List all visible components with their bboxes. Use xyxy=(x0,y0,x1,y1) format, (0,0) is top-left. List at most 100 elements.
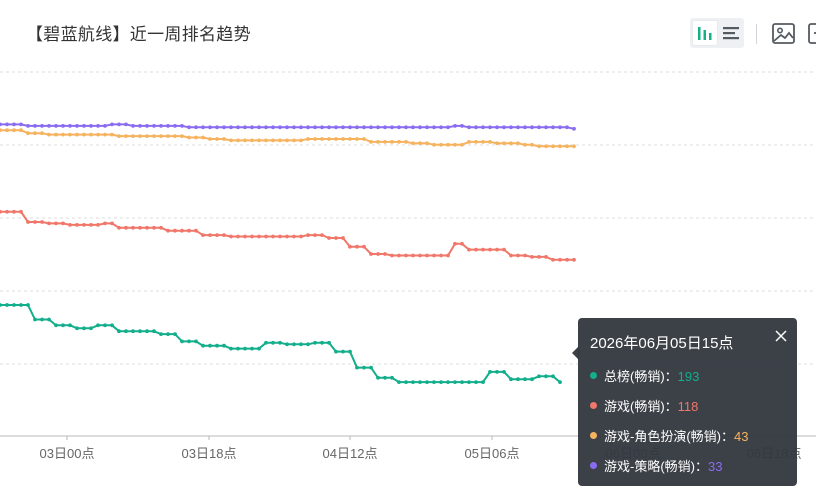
legend-dot-icon xyxy=(590,372,597,379)
data-point xyxy=(327,137,331,141)
data-point xyxy=(159,332,163,336)
tooltip-value: 33 xyxy=(708,459,723,474)
data-point xyxy=(271,340,275,345)
data-point xyxy=(68,323,72,328)
data-point xyxy=(236,234,240,239)
data-point xyxy=(229,346,233,351)
data-point xyxy=(208,137,212,141)
data-point xyxy=(425,141,429,146)
view-toggle-group xyxy=(690,18,744,48)
data-point xyxy=(68,223,72,227)
data-point xyxy=(33,131,37,136)
legend-dot-icon xyxy=(590,462,597,469)
data-point xyxy=(0,128,2,133)
data-point xyxy=(495,247,499,252)
data-point xyxy=(453,241,457,246)
data-point xyxy=(502,247,506,252)
data-point xyxy=(537,255,541,259)
data-point xyxy=(495,370,499,374)
data-point xyxy=(544,255,548,259)
data-point xyxy=(26,131,30,136)
data-point xyxy=(19,303,23,307)
data-point xyxy=(474,247,478,252)
data-point xyxy=(348,244,352,249)
data-point xyxy=(425,253,429,258)
data-point xyxy=(383,375,387,380)
data-point xyxy=(173,124,177,128)
data-point xyxy=(236,125,240,130)
data-point xyxy=(110,122,114,127)
data-point xyxy=(19,122,23,127)
data-point xyxy=(481,247,485,252)
data-point xyxy=(299,125,303,130)
data-point xyxy=(516,377,520,382)
image-icon xyxy=(772,23,795,44)
tooltip-row-rpg: 游戏-角色扮演(畅销)：43 xyxy=(590,426,748,445)
data-point xyxy=(187,228,191,233)
data-point xyxy=(467,125,471,130)
data-point xyxy=(565,257,569,262)
data-point xyxy=(215,137,219,141)
data-point xyxy=(327,125,331,130)
data-point xyxy=(243,125,247,130)
data-point xyxy=(117,134,121,139)
data-point xyxy=(278,234,282,239)
tooltip-label: 游戏(畅销)： xyxy=(604,399,678,414)
data-point xyxy=(418,380,422,384)
data-point xyxy=(376,252,380,256)
data-point xyxy=(236,346,240,351)
data-point xyxy=(362,137,366,141)
data-point xyxy=(390,140,394,144)
data-point xyxy=(173,228,177,233)
data-point xyxy=(5,209,9,214)
data-point xyxy=(278,138,282,143)
data-point xyxy=(236,138,240,143)
data-point xyxy=(341,137,345,141)
data-point xyxy=(348,137,352,141)
data-point xyxy=(131,134,135,139)
data-point xyxy=(0,303,2,307)
data-point xyxy=(418,125,422,130)
data-point xyxy=(516,253,520,258)
data-point xyxy=(334,125,338,130)
data-point xyxy=(61,132,65,137)
data-point xyxy=(425,125,429,130)
tooltip-value: 118 xyxy=(677,399,699,414)
data-point xyxy=(355,137,359,141)
data-point xyxy=(502,125,506,130)
close-icon[interactable] xyxy=(773,328,789,344)
data-point xyxy=(61,221,65,226)
tooltip-label: 游戏-角色扮演(畅销)： xyxy=(604,429,734,444)
data-point xyxy=(54,221,58,226)
data-point xyxy=(439,125,443,130)
chart-view-button[interactable] xyxy=(693,21,717,45)
data-point xyxy=(117,225,121,230)
x-tick-label: 04日12点 xyxy=(323,446,378,461)
data-point xyxy=(572,144,576,149)
data-point xyxy=(12,303,16,307)
data-point xyxy=(103,221,107,226)
data-point xyxy=(432,125,436,130)
data-point xyxy=(215,125,219,130)
data-point xyxy=(264,138,268,143)
data-point xyxy=(313,233,317,238)
data-point xyxy=(138,124,142,128)
data-point xyxy=(152,329,156,334)
more-button[interactable] xyxy=(806,20,816,48)
data-point xyxy=(194,228,198,233)
save-image-button[interactable] xyxy=(770,20,798,48)
data-point xyxy=(222,343,226,348)
list-view-button[interactable] xyxy=(719,21,743,45)
data-point xyxy=(439,380,443,384)
data-point xyxy=(194,125,198,130)
data-point xyxy=(341,349,345,354)
data-point xyxy=(103,132,107,137)
data-point xyxy=(313,340,317,345)
data-point xyxy=(194,339,198,344)
data-point xyxy=(159,134,163,139)
data-point xyxy=(439,253,443,258)
data-point xyxy=(250,234,254,239)
data-point xyxy=(124,134,128,139)
data-point xyxy=(208,343,212,348)
data-point xyxy=(446,125,450,130)
